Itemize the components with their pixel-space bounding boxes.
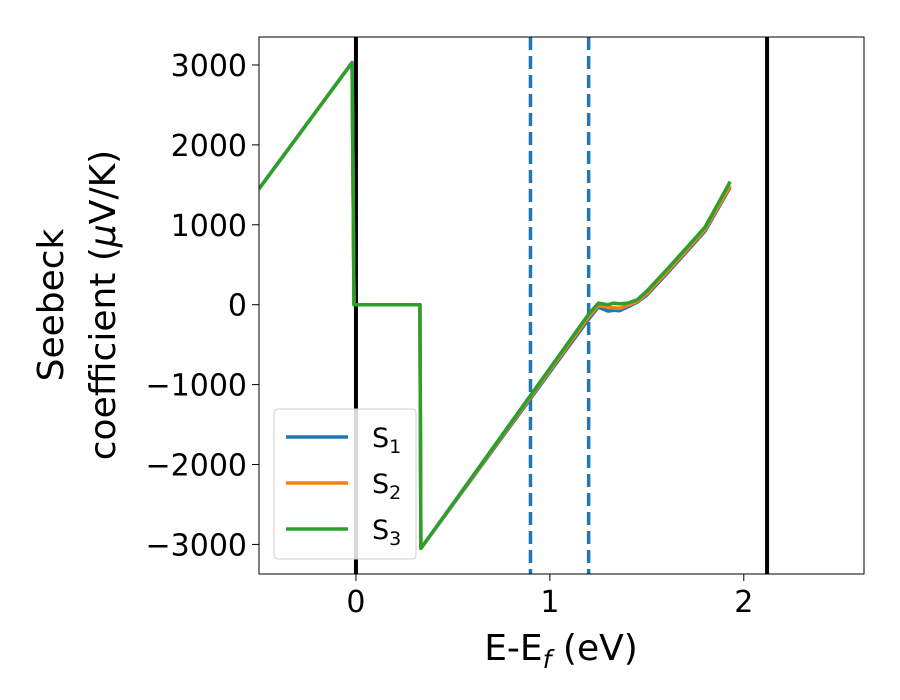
- y-tick-label: 3000: [171, 49, 247, 84]
- x-tick-label: 1: [540, 585, 559, 620]
- y-tick-label: −3000: [146, 528, 247, 563]
- y-axis-label-line1: Seebeck: [31, 228, 72, 381]
- series-line-s3: [259, 60, 732, 551]
- y-tick-label: 1000: [171, 209, 247, 244]
- legend-label-s1: S1: [372, 423, 401, 458]
- plot-frame: [258, 36, 865, 575]
- x-axis-label: E-Ef (eV): [484, 628, 638, 674]
- y-axis-ticks: 3000 2000 1000 0 −1000 −2000 −3000: [146, 49, 259, 563]
- x-tick-label: 2: [734, 585, 753, 620]
- y-tick-label: −1000: [146, 369, 247, 404]
- y-axis-label: Seebeck coefficient (μV/K): [31, 150, 124, 460]
- y-axis-label-line2: coefficient (μV/K): [83, 150, 124, 460]
- legend-label-s2: S2: [372, 469, 401, 504]
- legend-label-s3: S3: [372, 515, 401, 550]
- series-layer: [259, 60, 732, 551]
- y-tick-label: −2000: [146, 449, 247, 484]
- x-tick-label: 0: [346, 585, 365, 620]
- legend: S1 S2 S3: [273, 408, 417, 560]
- y-tick-label: 2000: [171, 129, 247, 164]
- y-tick-label: 0: [228, 289, 247, 324]
- x-axis-ticks: 0 1 2: [346, 574, 753, 620]
